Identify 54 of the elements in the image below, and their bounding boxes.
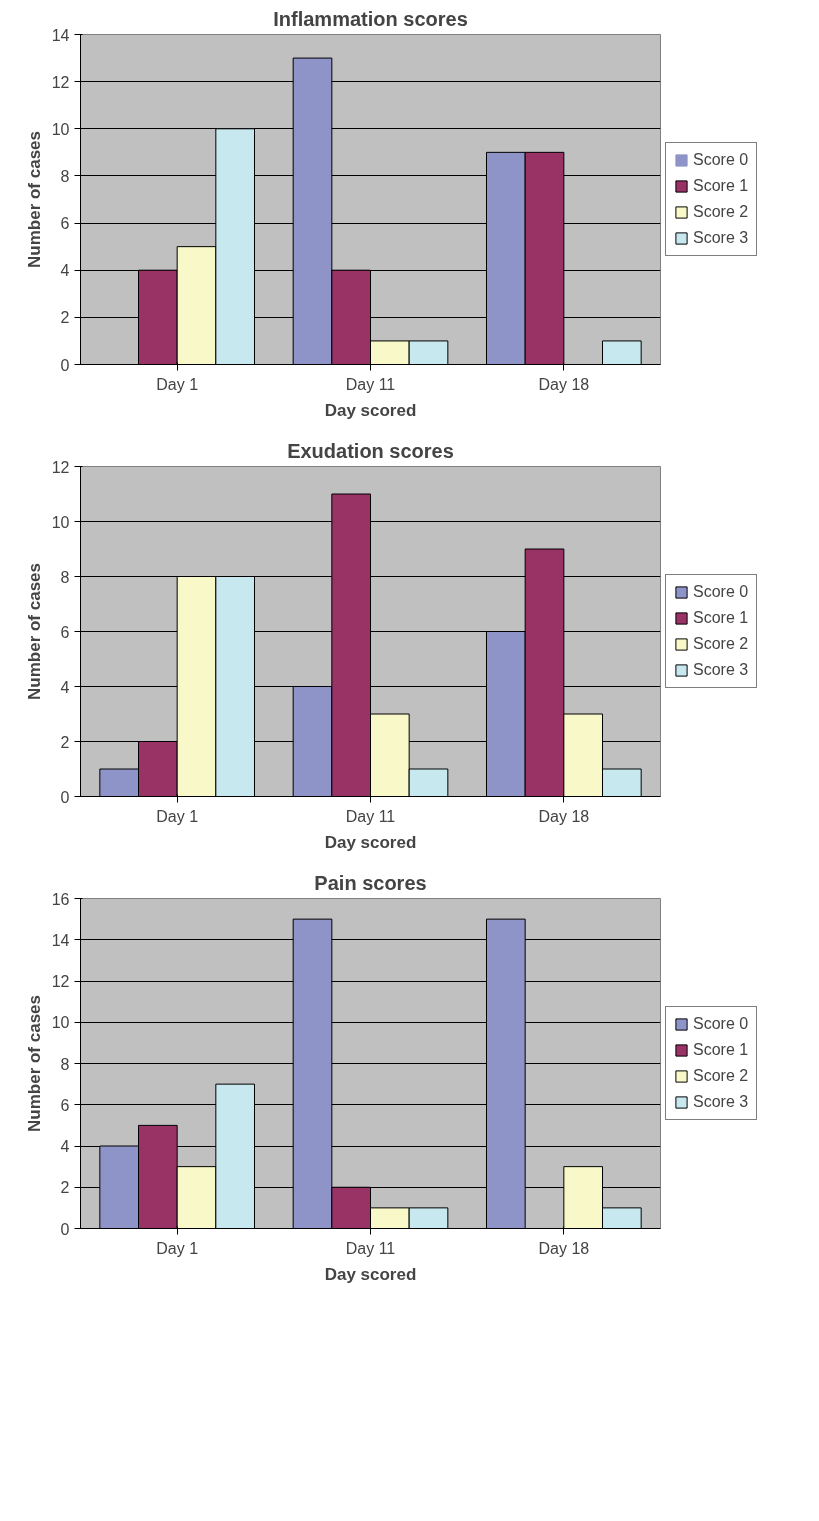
y-tick-label: 10 [51, 120, 70, 138]
y-tick-label: 6 [60, 623, 70, 641]
y-tick-label: 0 [60, 788, 70, 806]
x-tick-label: Day 11 [345, 807, 396, 825]
y-axis-title: Number of cases [24, 563, 44, 700]
x-tick-label: Day 1 [156, 1239, 199, 1257]
y-tick-label: 4 [60, 1138, 70, 1155]
y-tick-label: 10 [51, 513, 70, 531]
y-tick-label: 8 [60, 568, 70, 586]
legend-label: Score 0 [693, 151, 749, 169]
x-tick-label: Day 11 [345, 1239, 396, 1257]
x-tick-label: Day 18 [538, 1239, 590, 1257]
x-tick-label: Day 11 [345, 375, 396, 393]
y-tick-label: 0 [60, 1220, 70, 1238]
y-tick-label: 14 [51, 26, 70, 44]
y-axis-title: Number of cases [24, 995, 44, 1132]
x-axis-title: Day scored [324, 1264, 417, 1284]
y-tick-label: 8 [60, 167, 70, 185]
y-tick-label: 12 [51, 973, 70, 990]
y-tick-label: 2 [60, 1179, 70, 1197]
legend-label: Score 2 [693, 635, 749, 653]
x-tick-label: Day 18 [538, 375, 590, 393]
y-tick-label: 4 [60, 262, 70, 280]
x-tick-label: Day 18 [538, 807, 590, 825]
y-axis-title: Number of cases [24, 131, 44, 268]
legend-label: Score 2 [693, 1067, 749, 1085]
y-tick-label: 4 [60, 678, 70, 696]
y-tick-label: 6 [60, 215, 70, 233]
y-tick-label: 10 [51, 1014, 70, 1032]
x-axis-title: Day scored [324, 400, 417, 420]
y-tick-label: 2 [60, 309, 70, 327]
y-tick-label: 6 [60, 1096, 70, 1114]
legend-label: Score 3 [693, 661, 749, 679]
legend-label: Score 0 [693, 583, 749, 601]
x-tick-label: Day 1 [156, 375, 199, 393]
chart-title: Exudation scores [287, 439, 454, 462]
y-tick-label: 12 [51, 458, 70, 476]
y-tick-label: 16 [51, 890, 70, 908]
y-tick-label: 14 [51, 931, 70, 949]
legend-label: Score 0 [693, 1015, 749, 1033]
y-tick-label: 2 [60, 733, 70, 751]
x-axis-title: Day scored [324, 832, 417, 852]
x-tick-label: Day 1 [156, 807, 199, 825]
chart-title: Pain scores [314, 871, 427, 894]
legend-label: Score 1 [693, 177, 749, 195]
legend-label: Score 3 [693, 1093, 749, 1111]
legend-label: Score 1 [693, 1041, 749, 1059]
chart-title: Inflammation scores [273, 7, 468, 30]
legend-label: Score 2 [693, 203, 749, 221]
legend-label: Score 3 [693, 229, 749, 247]
y-tick-label: 8 [60, 1055, 70, 1073]
y-tick-label: 12 [51, 73, 70, 91]
legend-label: Score 1 [693, 609, 749, 627]
y-tick-label: 0 [60, 356, 70, 374]
